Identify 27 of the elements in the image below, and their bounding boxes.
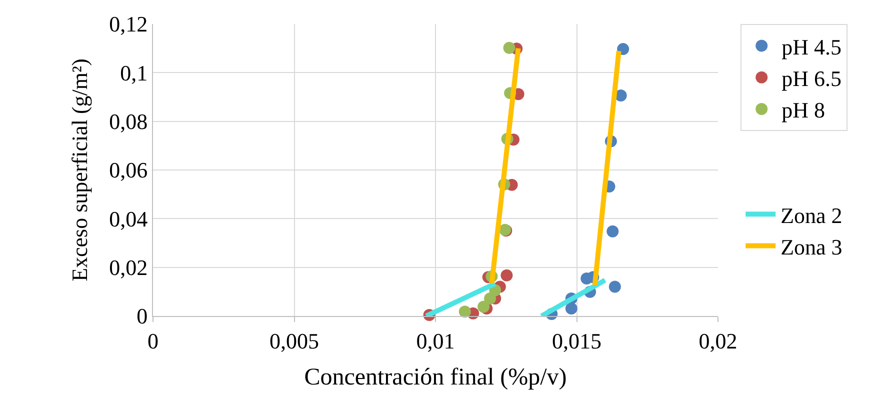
- y-tick-label: 0,12: [109, 12, 148, 37]
- x-tick-label: 0,015: [552, 328, 602, 354]
- y-tick-label: 0,08: [109, 109, 148, 134]
- y-tick-label: 0,04: [109, 206, 148, 232]
- y-tick-label: 0: [136, 304, 148, 329]
- legend-label: pH 4.5: [782, 34, 842, 60]
- point: [606, 225, 619, 238]
- point: [608, 280, 621, 293]
- legend-label: Zona 2: [780, 202, 842, 228]
- y-axis-title: Exceso superficial (g/m²): [66, 58, 92, 282]
- point: [484, 292, 496, 304]
- legend-label: pH 6.5: [782, 66, 842, 91]
- point: [503, 42, 516, 54]
- y-tick-label: 0,06: [109, 158, 148, 183]
- point: [500, 269, 513, 282]
- legend-label: pH 8: [782, 98, 825, 123]
- point: [565, 302, 578, 314]
- point: [458, 306, 471, 318]
- x-tick-label: 0,005: [270, 328, 319, 354]
- point: [617, 43, 630, 56]
- x-tick-label: 0,02: [698, 328, 738, 354]
- legend-label: Zona 3: [780, 234, 842, 260]
- y-tick-label: 0,1: [120, 60, 148, 86]
- x-axis-title: Concentración final (%p/v): [304, 364, 567, 391]
- point: [478, 300, 490, 313]
- y-tick-label: 0,02: [109, 255, 148, 280]
- x-tick-label: 0,01: [416, 328, 455, 354]
